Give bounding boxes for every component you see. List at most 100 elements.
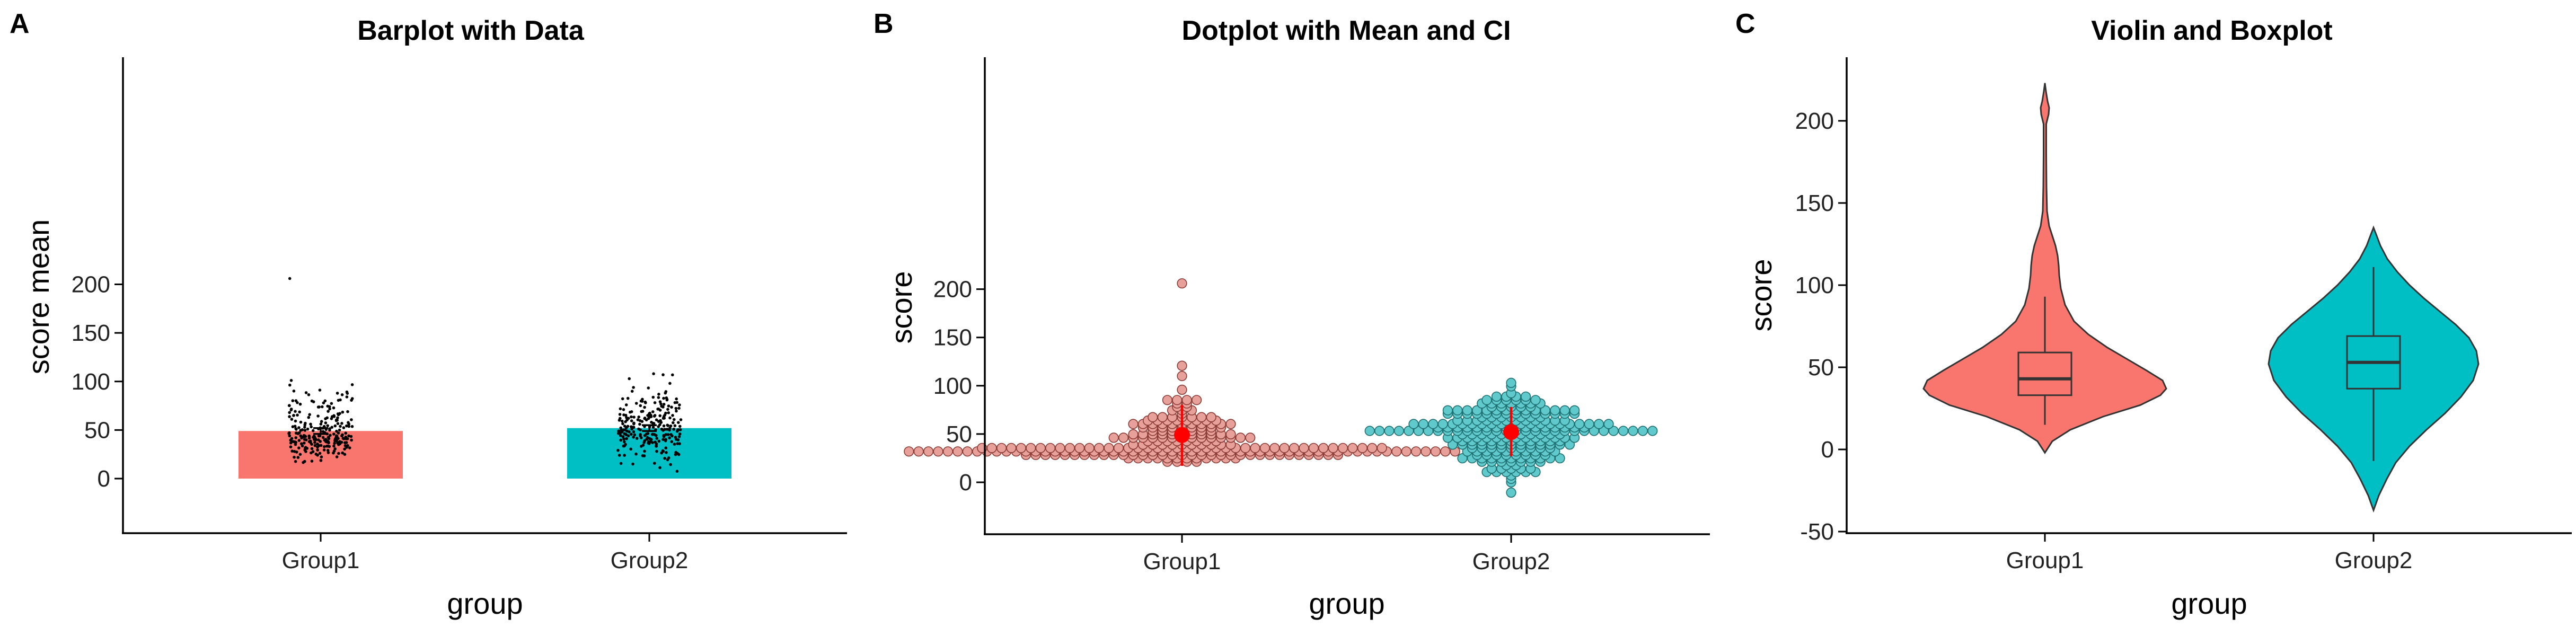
dot-group1 bbox=[1357, 443, 1368, 453]
jitter-point bbox=[619, 431, 622, 435]
jitter-point bbox=[629, 410, 632, 414]
jitter-point bbox=[320, 455, 323, 458]
panel-c-y-axis-label: score bbox=[1744, 259, 1778, 332]
jitter-point bbox=[619, 438, 622, 442]
jitter-point bbox=[309, 422, 312, 426]
jitter-point bbox=[344, 431, 347, 435]
jitter-point bbox=[333, 441, 336, 445]
jitter-point bbox=[632, 436, 635, 439]
panel-b-y-tick-label: 0 bbox=[959, 470, 972, 496]
jitter-point bbox=[288, 434, 292, 438]
jitter-point bbox=[622, 413, 625, 417]
jitter-point bbox=[333, 439, 337, 443]
jitter-point bbox=[655, 444, 658, 448]
jitter-point bbox=[341, 433, 344, 437]
dot-group1 bbox=[1157, 412, 1168, 422]
jitter-point bbox=[289, 438, 293, 442]
jitter-point bbox=[622, 444, 625, 448]
jitter-point bbox=[345, 446, 348, 449]
dot-group1 bbox=[1440, 446, 1451, 457]
jitter-point bbox=[321, 436, 325, 439]
jitter-point bbox=[621, 435, 625, 439]
jitter-point bbox=[679, 418, 683, 421]
jitter-point bbox=[668, 382, 672, 385]
jitter-point bbox=[628, 377, 631, 381]
jitter-point bbox=[619, 462, 623, 465]
jitter-point bbox=[636, 418, 640, 421]
jitter-point bbox=[632, 416, 636, 419]
jitter-point bbox=[616, 448, 620, 452]
jitter-point bbox=[630, 390, 634, 393]
dot-group1 bbox=[1148, 412, 1158, 422]
jitter-point bbox=[291, 425, 295, 428]
panel-c-title: Violin and Boxplot bbox=[2091, 15, 2332, 46]
jitter-point bbox=[288, 411, 291, 414]
jitter-point bbox=[668, 416, 672, 420]
jitter-point bbox=[332, 406, 336, 410]
jitter-point bbox=[335, 429, 338, 433]
jitter-point bbox=[291, 399, 295, 402]
dot-group1 bbox=[1192, 395, 1202, 405]
jitter-point bbox=[657, 393, 660, 396]
panel-c-letter: C bbox=[1735, 8, 1755, 39]
jitter-point bbox=[673, 401, 677, 404]
jitter-point bbox=[643, 449, 646, 453]
jitter-point bbox=[632, 421, 636, 425]
jitter-point bbox=[338, 440, 341, 443]
dot-group1 bbox=[904, 446, 914, 457]
jitter-point bbox=[623, 440, 626, 444]
jitter-point bbox=[649, 438, 653, 441]
jitter-point bbox=[651, 395, 655, 399]
dot-group2 bbox=[1428, 419, 1439, 429]
dot-group1 bbox=[1177, 384, 1187, 395]
dot-group2 bbox=[1608, 426, 1619, 436]
jitter-point bbox=[319, 459, 323, 462]
jitter-point bbox=[307, 440, 311, 443]
jitter-point bbox=[303, 429, 307, 432]
jitter-point bbox=[672, 421, 675, 425]
jitter-point bbox=[624, 403, 628, 407]
jitter-point bbox=[324, 421, 328, 425]
dot-group1 bbox=[1045, 443, 1056, 453]
jitter-point bbox=[329, 434, 332, 437]
jitter-point bbox=[659, 421, 663, 424]
jitter-point bbox=[327, 451, 330, 454]
jitter-point bbox=[650, 420, 653, 424]
jitter-point bbox=[672, 427, 675, 431]
jitter-point bbox=[660, 451, 663, 455]
panel-b-y-tick-label: 100 bbox=[933, 373, 972, 399]
panel-c-y-tick-label: 200 bbox=[1795, 108, 1834, 134]
jitter-point bbox=[630, 419, 633, 422]
dot-group2 bbox=[1506, 487, 1516, 498]
jitter-point bbox=[323, 445, 326, 448]
dot-group1 bbox=[923, 446, 934, 457]
jitter-point bbox=[662, 414, 666, 418]
jitter-point bbox=[310, 451, 313, 455]
jitter-point bbox=[302, 461, 305, 464]
panel-b-plot-area bbox=[904, 278, 1658, 498]
jitter-point bbox=[295, 450, 298, 454]
dot-group2 bbox=[1594, 419, 1604, 429]
jitter-point bbox=[349, 435, 353, 438]
jitter-point bbox=[673, 443, 676, 446]
dot-group1 bbox=[1225, 419, 1236, 429]
jitter-point bbox=[332, 432, 336, 436]
jitter-point bbox=[336, 392, 339, 395]
jitter-point bbox=[665, 428, 669, 431]
jitter-point bbox=[296, 432, 300, 435]
jitter-point bbox=[317, 405, 321, 409]
jitter-point bbox=[649, 440, 652, 444]
jitter-point bbox=[310, 425, 313, 429]
jitter-point bbox=[676, 452, 679, 455]
jitter-point bbox=[314, 453, 318, 456]
jitter-point bbox=[328, 445, 331, 448]
jitter-point bbox=[348, 446, 351, 449]
jitter-point bbox=[677, 421, 680, 424]
jitter-point bbox=[678, 442, 681, 445]
dot-group1 bbox=[1338, 443, 1348, 453]
jitter-point bbox=[289, 441, 293, 445]
dot-group2 bbox=[1574, 419, 1585, 429]
jitter-point bbox=[330, 426, 333, 429]
jitter-point bbox=[638, 422, 641, 426]
panel-a-y-tick-label: 100 bbox=[72, 369, 110, 395]
